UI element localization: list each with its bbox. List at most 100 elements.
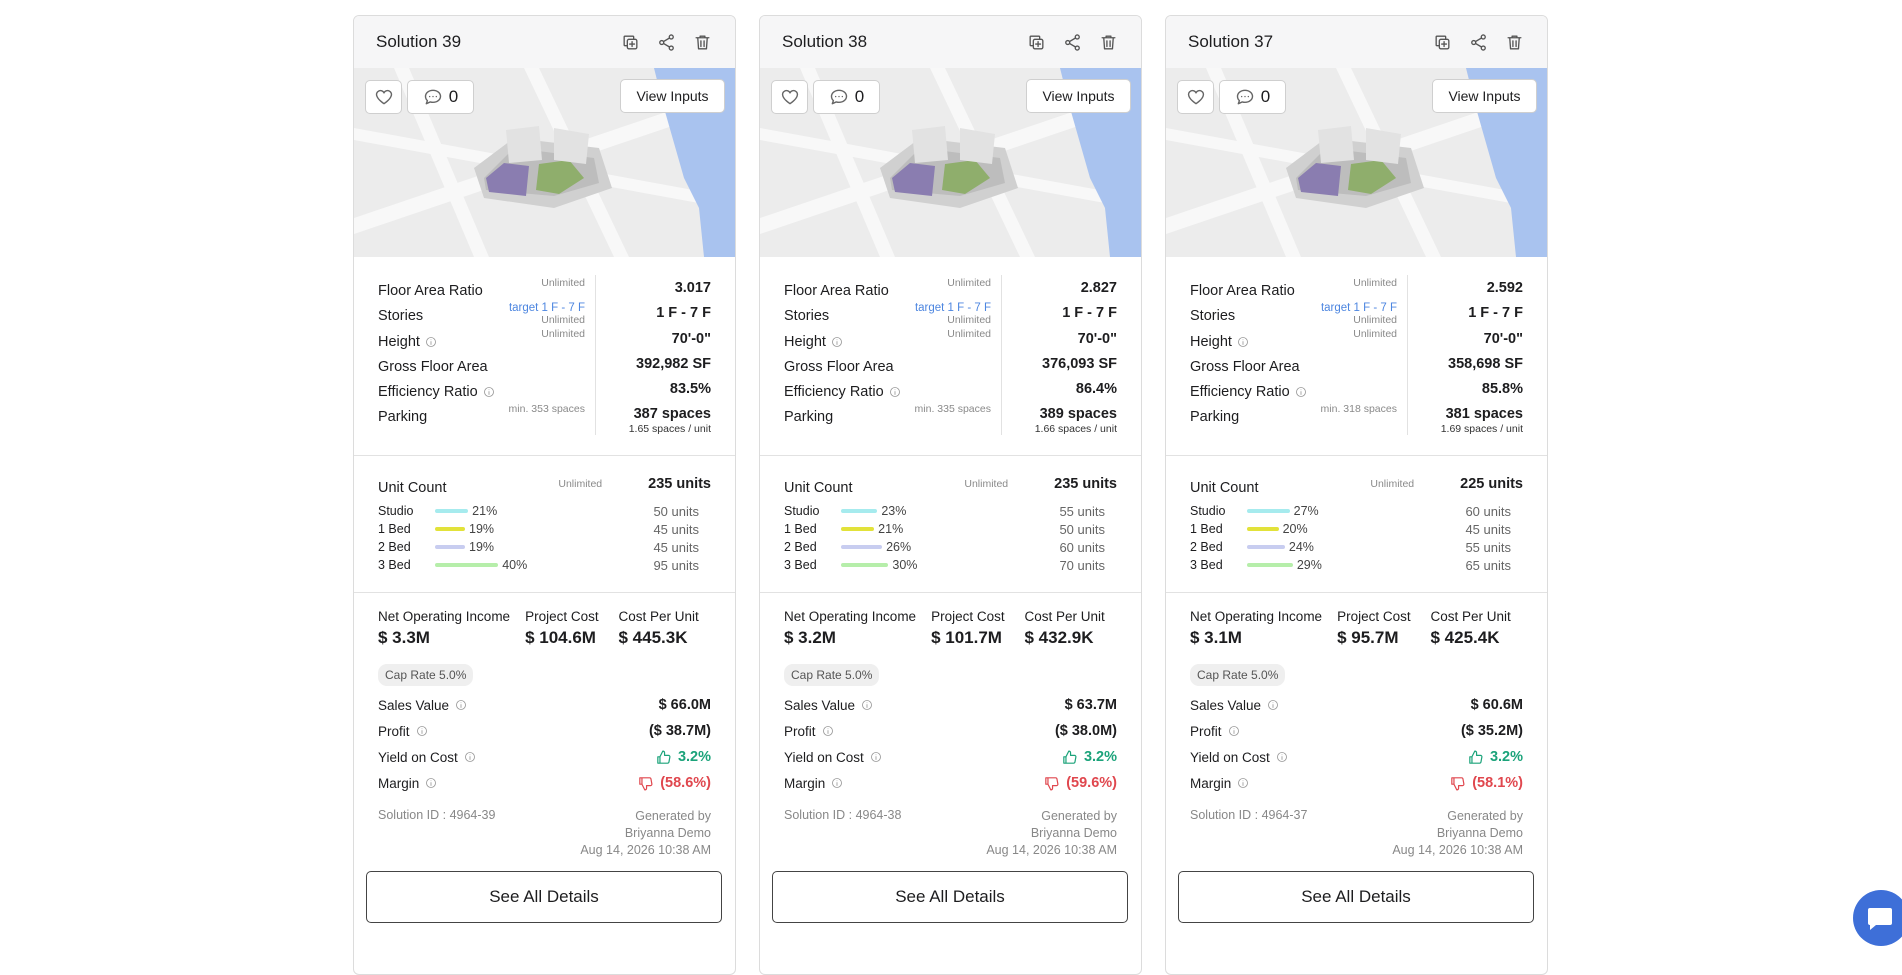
finance-row: Profit($ 35.2M): [1190, 718, 1523, 744]
finance-value-cell: ($ 38.0M): [1055, 723, 1117, 739]
comment-icon[interactable]: [423, 87, 443, 107]
finance-value: 3.2%: [1084, 749, 1117, 765]
finance-value-cell: (58.6%): [637, 775, 711, 792]
like-button[interactable]: [771, 80, 808, 114]
trash-icon[interactable]: [1099, 33, 1118, 52]
see-all-details-button[interactable]: See All Details: [366, 871, 722, 923]
trash-icon-shape[interactable]: [1508, 36, 1521, 49]
heart-icon-shape[interactable]: [782, 91, 797, 104]
comment-button[interactable]: 0: [1219, 80, 1286, 114]
like-button[interactable]: [365, 80, 402, 114]
comment-count: 0: [449, 87, 458, 107]
share-icon[interactable]: [1063, 33, 1082, 52]
metric-label: Height: [378, 326, 437, 351]
copy-icon[interactable]: [1433, 33, 1452, 52]
heart-icon[interactable]: [374, 87, 394, 107]
kpi-value: $ 425.4K: [1431, 628, 1524, 648]
metric-value: 392,982 SF: [596, 356, 711, 372]
trash-icon[interactable]: [1505, 33, 1524, 52]
like-button[interactable]: [1177, 80, 1214, 114]
metric-note: min. 353 spaces: [509, 401, 585, 435]
copy-icon-shape[interactable]: [1441, 41, 1446, 46]
metric-label: Parking: [1190, 401, 1239, 426]
generated-by: Generated by: [580, 808, 711, 825]
trash-icon[interactable]: [693, 33, 712, 52]
metric-left: Gross Floor Area: [1190, 351, 1407, 376]
finance-label-cell: Profit: [784, 724, 834, 739]
trash-button[interactable]: [1503, 31, 1525, 53]
metric-limit: min. 335 spaces: [915, 403, 991, 415]
share-button[interactable]: [655, 31, 677, 53]
unit-count: 70 units: [1059, 558, 1105, 573]
kpi-label: Net Operating Income: [1190, 609, 1337, 624]
heart-icon-shape[interactable]: [376, 91, 391, 104]
unit-count: 45 units: [1465, 522, 1511, 537]
info-icon: [425, 777, 437, 789]
copy-button[interactable]: [1025, 31, 1047, 53]
see-all-details-button[interactable]: See All Details: [772, 871, 1128, 923]
metric-value: 83.5%: [596, 381, 711, 397]
share-icon[interactable]: [657, 33, 676, 52]
see-all-details-button[interactable]: See All Details: [1178, 871, 1534, 923]
metric-label-text: Stories: [784, 308, 829, 324]
heart-icon[interactable]: [780, 87, 800, 107]
copy-icon-shape[interactable]: [629, 41, 634, 46]
copy-icon[interactable]: [621, 33, 640, 52]
author: Briyanna Demo: [986, 825, 1117, 842]
copy-icon-shape[interactable]: [1035, 41, 1040, 46]
unit-type: 3 Bed: [784, 558, 841, 572]
trash-icon-shape[interactable]: [696, 36, 709, 49]
unit-type: 3 Bed: [1190, 558, 1247, 572]
metric-label: Gross Floor Area: [378, 351, 488, 376]
view-inputs-button[interactable]: View Inputs: [1432, 79, 1537, 113]
share-button[interactable]: [1467, 31, 1489, 53]
finance-label: Sales Value: [1190, 698, 1261, 713]
chat-launcher[interactable]: [1852, 889, 1902, 947]
info-icon: [1267, 699, 1279, 711]
comment-icon[interactable]: [829, 87, 849, 107]
unit-percent: 30%: [892, 558, 917, 572]
copy-button[interactable]: [619, 31, 641, 53]
comment-icon[interactable]: [1235, 87, 1255, 107]
metric-value: 389 spaces: [1002, 406, 1117, 422]
view-inputs-button[interactable]: View Inputs: [1026, 79, 1131, 113]
metric-label-text: Efficiency Ratio: [1190, 384, 1290, 400]
unit-bar: [841, 563, 888, 567]
finance-value-cell: 3.2%: [1061, 749, 1117, 766]
map-area: 0 View Inputs: [760, 68, 1141, 257]
comment-button[interactable]: 0: [407, 80, 474, 114]
metric-label: Height: [1190, 326, 1249, 351]
heart-icon-shape[interactable]: [1188, 91, 1203, 104]
copy-button[interactable]: [1431, 31, 1453, 53]
trash-button[interactable]: [691, 31, 713, 53]
copy-icon[interactable]: [1027, 33, 1046, 52]
metric-value: 1 F - 7 F: [1002, 305, 1117, 321]
cap-rate-chip: Cap Rate 5.0%: [784, 664, 879, 686]
share-icon[interactable]: [1469, 33, 1488, 52]
share-button[interactable]: [1061, 31, 1083, 53]
metric-label-text: Efficiency Ratio: [378, 384, 478, 400]
map-shape: [554, 128, 589, 164]
heart-icon[interactable]: [1186, 87, 1206, 107]
view-inputs-button[interactable]: View Inputs: [620, 79, 725, 113]
trash-button[interactable]: [1097, 31, 1119, 53]
finance-label: Sales Value: [784, 698, 855, 713]
finance-label: Margin: [784, 776, 825, 791]
metric-value: 86.4%: [1002, 381, 1117, 397]
comment-button[interactable]: 0: [813, 80, 880, 114]
finance-label: Profit: [784, 724, 816, 739]
unit-percent: 24%: [1289, 540, 1314, 554]
trash-icon-shape[interactable]: [1102, 36, 1115, 49]
trend-icon: [655, 749, 672, 766]
